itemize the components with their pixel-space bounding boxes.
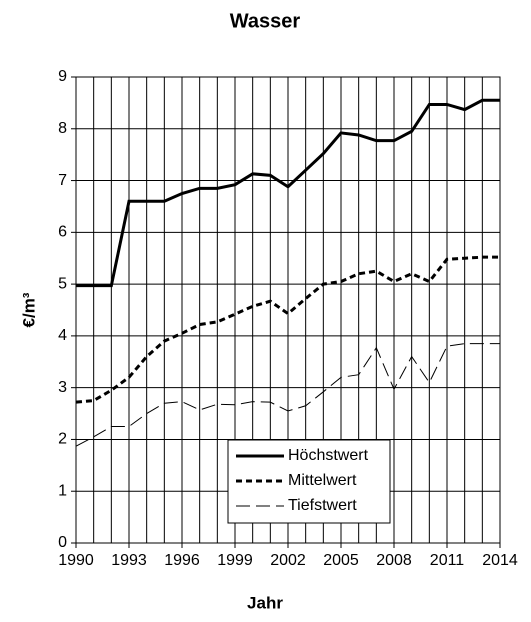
x-tick-label: 2005 [323,552,359,569]
y-tick-label: 5 [58,275,67,292]
x-tick-label: 1996 [164,552,200,569]
y-tick-label: 1 [58,482,67,499]
x-tick-label: 2002 [270,552,306,569]
chart-title: Wasser [230,10,301,32]
y-tick-label: 7 [58,172,67,189]
legend-label: Tiefstwert [288,497,357,514]
legend-box [227,439,391,524]
y-tick-label: 0 [58,534,67,551]
series-line [75,343,500,447]
legend-label: Höchstwert [288,447,369,464]
x-axis-title: Jahr [247,593,283,612]
y-tick-label: 6 [58,224,67,241]
legend-label: Mittelwert [288,472,357,489]
series-line [76,98,500,288]
x-tick-label: 2014 [482,552,518,569]
plot-frame [75,76,501,544]
x-tick-label: 1990 [58,552,94,569]
x-tick-label: 1999 [217,552,253,569]
y-tick-label: 3 [58,379,67,396]
y-tick-label: 8 [58,120,67,137]
y-tick-label: 9 [58,68,67,85]
x-tick-label: 1993 [111,552,147,569]
x-tick-label: 2011 [430,552,465,569]
y-axis-title: €/m³ [19,292,38,327]
x-tick-label: 2008 [376,552,412,569]
y-tick-label: 2 [58,431,67,448]
y-tick-label: 4 [58,327,67,344]
